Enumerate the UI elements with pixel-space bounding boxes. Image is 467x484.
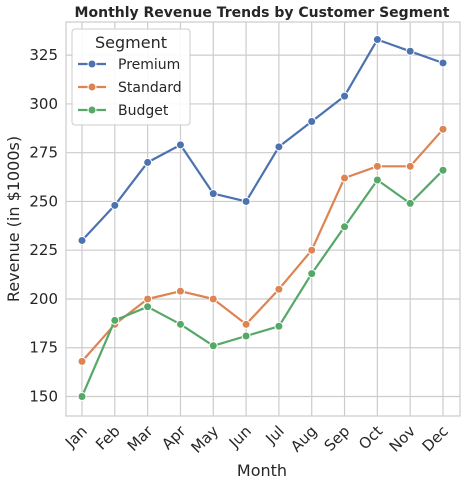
data-point bbox=[438, 165, 448, 175]
data-point bbox=[208, 189, 218, 199]
data-point bbox=[438, 124, 448, 134]
plot-frame bbox=[65, 21, 461, 417]
data-point bbox=[143, 294, 153, 304]
series-standard bbox=[77, 124, 448, 366]
data-point bbox=[77, 391, 87, 401]
x-tick-label: Apr bbox=[158, 422, 190, 454]
x-tick-label: Aug bbox=[287, 422, 320, 455]
data-point bbox=[241, 331, 251, 341]
data-point bbox=[241, 196, 251, 206]
data-point bbox=[175, 286, 185, 296]
data-point bbox=[405, 46, 415, 56]
data-point bbox=[307, 116, 317, 126]
legend-title: Segment bbox=[95, 33, 167, 52]
legend-label: Standard bbox=[118, 80, 182, 96]
data-point bbox=[340, 222, 350, 232]
series-layer bbox=[77, 35, 448, 401]
series-premium bbox=[77, 35, 448, 245]
data-point bbox=[372, 35, 382, 45]
data-point bbox=[241, 319, 251, 329]
x-tick-label: Oct bbox=[355, 422, 386, 453]
data-point bbox=[77, 235, 87, 245]
series-line bbox=[80, 169, 444, 397]
data-point bbox=[372, 161, 382, 171]
y-tick-label: 250 bbox=[29, 192, 58, 210]
x-tick-label: Jun bbox=[225, 422, 255, 452]
data-point bbox=[208, 294, 218, 304]
data-point bbox=[438, 58, 448, 68]
chart-title: Monthly Revenue Trends by Customer Segme… bbox=[75, 5, 450, 21]
data-point bbox=[110, 200, 120, 210]
data-point bbox=[372, 175, 382, 185]
x-tick-label: Nov bbox=[386, 422, 420, 456]
x-tick-label: Dec bbox=[419, 422, 452, 455]
legend-swatch-marker bbox=[87, 105, 97, 115]
data-point bbox=[143, 302, 153, 312]
data-point bbox=[307, 269, 317, 279]
y-tick-label: 150 bbox=[29, 387, 58, 405]
y-tick-label: 200 bbox=[29, 290, 58, 308]
data-point bbox=[340, 173, 350, 183]
y-tick-label: 300 bbox=[29, 95, 58, 113]
data-point bbox=[208, 341, 218, 351]
series-budget bbox=[77, 165, 448, 401]
data-point bbox=[175, 319, 185, 329]
series-line bbox=[81, 128, 444, 363]
y-tick-label: 275 bbox=[29, 144, 58, 162]
data-point bbox=[175, 140, 185, 150]
data-point bbox=[405, 198, 415, 208]
y-axis-label: Revenue (in $1000s) bbox=[4, 136, 23, 302]
y-tick-label: 225 bbox=[29, 241, 58, 259]
legend-label: Premium bbox=[118, 57, 180, 73]
data-point bbox=[274, 284, 284, 294]
legend-swatch-marker bbox=[87, 82, 97, 92]
y-tick-label: 325 bbox=[29, 46, 58, 64]
data-point bbox=[143, 157, 153, 167]
legend-frame bbox=[71, 28, 191, 126]
data-point bbox=[77, 356, 87, 366]
y-tick-label: 175 bbox=[29, 339, 58, 357]
data-point bbox=[274, 142, 284, 152]
x-tick-label: Jul bbox=[261, 422, 287, 448]
data-point bbox=[405, 161, 415, 171]
y-ticks: 150 175 200 225 250 275 300 325 bbox=[29, 46, 58, 405]
legend-label: Budget bbox=[118, 103, 169, 119]
x-axis-label: Month bbox=[237, 461, 287, 480]
x-tick-label: Mar bbox=[124, 422, 157, 455]
data-point bbox=[110, 315, 120, 325]
x-tick-label: Feb bbox=[92, 422, 124, 454]
x-tick-label: May bbox=[187, 422, 222, 457]
series-line bbox=[81, 38, 444, 242]
data-point bbox=[274, 321, 284, 331]
data-point bbox=[307, 245, 317, 255]
x-tick-label: Jan bbox=[61, 422, 91, 452]
data-point bbox=[340, 91, 350, 101]
x-tick-label: Sep bbox=[321, 422, 354, 455]
legend-swatch-marker bbox=[87, 59, 97, 69]
legend: Segment Premium Standard Budget bbox=[71, 28, 191, 126]
